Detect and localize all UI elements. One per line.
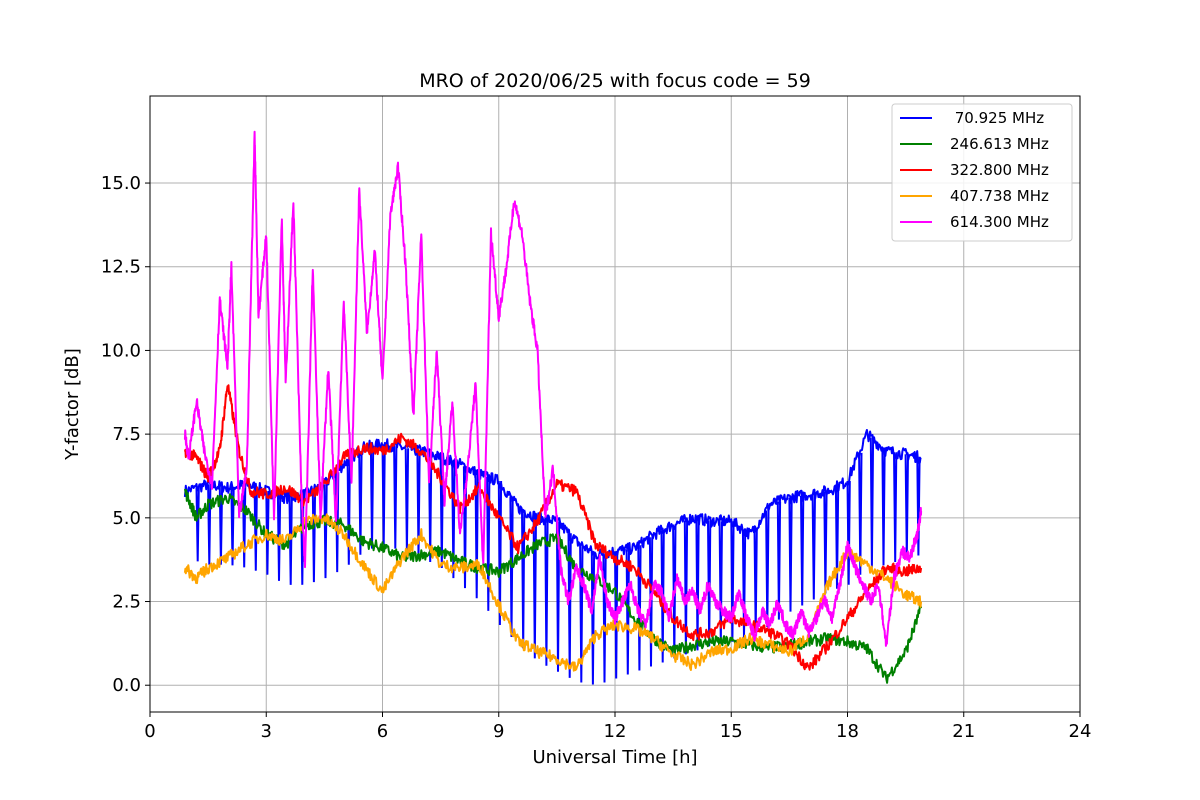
y-tick-label: 10.0 xyxy=(101,340,141,361)
legend-box xyxy=(891,103,1073,242)
x-tick-label: 15 xyxy=(720,721,743,742)
series-layer xyxy=(183,130,923,685)
x-tick-label: 24 xyxy=(1069,721,1092,742)
series-line xyxy=(183,130,923,647)
legend: 70.925 MHz 246.613 MHz 322.800 MHz 407.738 … xyxy=(891,103,1073,242)
chart-title: MRO of 2020/06/25 with focus code = 59 xyxy=(419,70,811,92)
x-axis: 0 3 6 9 12 15 18 21 24 xyxy=(144,712,1091,742)
x-tick-label: 3 xyxy=(261,721,272,742)
series-line xyxy=(183,384,923,671)
x-axis-label: Universal Time [h] xyxy=(532,747,697,768)
y-tick-label: 15.0 xyxy=(101,173,141,194)
legend-entry: 70.925 MHz xyxy=(950,109,1044,127)
series-line xyxy=(183,488,923,684)
x-tick-label: 12 xyxy=(604,721,627,742)
legend-entry: 614.300 MHz xyxy=(950,213,1049,231)
x-tick-label: 9 xyxy=(493,721,504,742)
x-tick-label: 6 xyxy=(377,721,388,742)
y-axis-label: Y-factor [dB] xyxy=(62,348,83,461)
legend-entry: 246.613 MHz xyxy=(950,135,1049,153)
y-tick-label: 0.0 xyxy=(112,675,141,696)
y-tick-label: 12.5 xyxy=(101,257,141,278)
legend-entry: 322.800 MHz xyxy=(950,161,1049,179)
x-tick-label: 21 xyxy=(952,721,975,742)
series-line xyxy=(183,513,923,672)
x-tick-label: 18 xyxy=(836,721,859,742)
x-tick-label: 0 xyxy=(144,721,155,742)
y-axis: 0.0 2.5 5.0 7.5 10.0 12.5 15.0 xyxy=(101,173,150,696)
y-tick-label: 7.5 xyxy=(112,424,141,445)
y-tick-label: 2.5 xyxy=(112,592,141,613)
legend-entry: 407.738 MHz xyxy=(950,187,1049,205)
y-tick-label: 5.0 xyxy=(112,508,141,529)
